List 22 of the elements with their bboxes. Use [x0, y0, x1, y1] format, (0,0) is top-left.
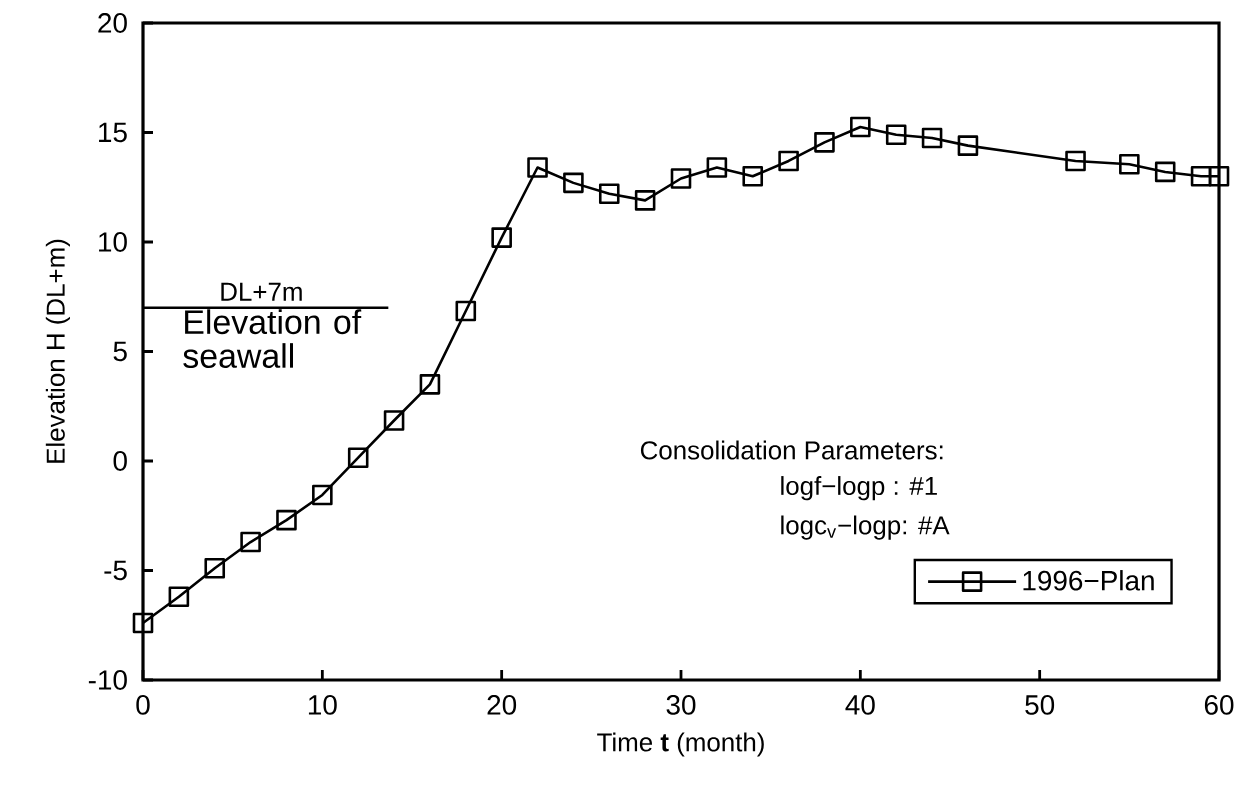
annotation: Consolidation Parameters: — [640, 440, 943, 460]
y-tick-label: 5 — [113, 341, 127, 362]
y-tick-label: 20 — [98, 13, 127, 33]
ref-line-label: DL+7m — [221, 282, 302, 301]
legend-label: 1996−Plan — [1023, 570, 1154, 591]
x-tick-label: 50 — [1025, 695, 1055, 715]
x-tick-label: 10 — [308, 695, 337, 715]
y-tick-label: 0 — [113, 451, 127, 471]
y-tick-label: 15 — [99, 122, 127, 143]
y-tick-label: -10 — [88, 670, 127, 690]
annotation: Elevation of seawall — [183, 309, 362, 369]
y-tick-label: 10 — [99, 232, 127, 252]
x-tick-label: 0 — [136, 695, 150, 715]
annotation: logf−logp : #1 — [781, 476, 937, 501]
y-axis-title: Elevation H (DL+m) — [45, 239, 70, 463]
annotation: logc$_{v}$−logp: #A — [781, 515, 950, 540]
x-tick-label: 40 — [845, 695, 875, 715]
y-tick-label: -5 — [104, 560, 127, 581]
x-axis-title: Time t (month) — [597, 732, 764, 757]
x-tick-label: 30 — [666, 695, 696, 715]
x-tick-label: 20 — [487, 695, 517, 715]
x-tick-label: 60 — [1204, 695, 1234, 715]
